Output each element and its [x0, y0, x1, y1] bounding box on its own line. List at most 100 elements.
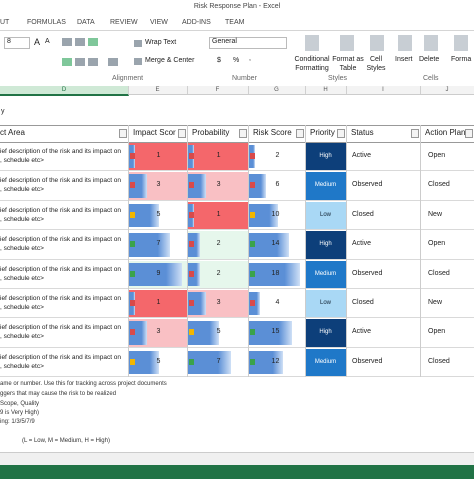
- styles-icon[interactable]: [370, 35, 384, 51]
- percent[interactable]: %: [233, 57, 240, 64]
- data-bar: [249, 233, 289, 257]
- cell-value: 1: [216, 210, 221, 218]
- align-icon[interactable]: [62, 58, 72, 66]
- insert-icon[interactable]: [398, 35, 412, 51]
- ribbon-tab[interactable]: REVIEW: [110, 19, 138, 26]
- format-as-table[interactable]: Format as: [332, 56, 364, 63]
- priority-cell: High: [305, 319, 346, 347]
- cell-value: 18: [271, 269, 280, 277]
- currency[interactable]: $: [217, 57, 221, 64]
- conditional-formatting[interactable]: Formatting: [295, 65, 329, 72]
- filter-button[interactable]: [337, 129, 345, 138]
- column-line: [187, 125, 188, 378]
- cell-value: 1: [216, 152, 221, 159]
- icon: [189, 211, 194, 218]
- icon: [189, 300, 194, 306]
- column-header[interactable]: G: [248, 86, 306, 94]
- number-format: General: [212, 38, 237, 45]
- icon: [189, 241, 194, 248]
- comma[interactable]: ,: [249, 55, 251, 62]
- filter-button[interactable]: [296, 129, 304, 138]
- grow-font[interactable]: A: [34, 37, 41, 47]
- header-row: [0, 125, 474, 143]
- format-as-table[interactable]: Table: [339, 65, 357, 72]
- column-line: [248, 125, 249, 378]
- cell-value: 3: [216, 181, 221, 189]
- ribbon-tab[interactable]: VIEW: [150, 19, 168, 26]
- cell-value: 7: [156, 240, 161, 248]
- column-header[interactable]: D: [0, 86, 129, 96]
- cell-value: 1: [156, 152, 161, 159]
- merge-center[interactable]: Merge & Center: [145, 57, 195, 64]
- description: , schedule etc>: [0, 304, 44, 311]
- column-header[interactable]: I: [346, 86, 421, 94]
- align-icon[interactable]: [75, 58, 85, 66]
- cell-value: 3: [156, 328, 161, 336]
- status: Active: [352, 152, 372, 159]
- ribbon-tab[interactable]: DATA: [77, 19, 95, 26]
- table-icon[interactable]: [340, 35, 354, 51]
- icon: [189, 270, 194, 277]
- status: Observed: [352, 269, 383, 277]
- status: Closed: [352, 299, 374, 306]
- column-header[interactable]: F: [187, 86, 249, 94]
- ribbon-tab[interactable]: ADD-INS: [182, 19, 211, 26]
- align-icon[interactable]: [62, 38, 72, 46]
- wrap-icon[interactable]: [134, 40, 142, 47]
- indent-icon[interactable]: [108, 58, 118, 66]
- ribbon-tab[interactable]: TEAM: [225, 19, 245, 26]
- conditional-formatting[interactable]: Conditional: [294, 56, 330, 63]
- format-icon[interactable]: [454, 35, 468, 51]
- align-icon[interactable]: [88, 58, 98, 66]
- description: , schedule etc>: [0, 245, 44, 253]
- delete[interactable]: Delete: [419, 56, 440, 63]
- cell-styles[interactable]: Cell: [369, 56, 383, 63]
- format[interactable]: Forma: [451, 56, 472, 63]
- column-header[interactable]: H: [305, 86, 347, 94]
- icon: [250, 182, 255, 189]
- priority-cell: Medium: [305, 172, 346, 200]
- data-bar: [249, 203, 278, 228]
- header-cell: Status: [351, 128, 374, 137]
- priority-cell: Medium: [305, 260, 346, 288]
- ribbon-tab[interactable]: UT: [0, 19, 10, 26]
- conditional-icon[interactable]: [305, 35, 319, 51]
- column-line: [346, 125, 347, 378]
- cell-styles[interactable]: Styles: [366, 65, 386, 72]
- header-cell: Priority: [310, 128, 335, 137]
- action-plan: Open: [428, 240, 446, 248]
- header-cell: Risk Score: [253, 128, 292, 137]
- icon: [130, 358, 135, 365]
- cell-value: 7: [216, 357, 221, 365]
- align-icon[interactable]: [88, 38, 98, 46]
- filter-button[interactable]: [465, 129, 473, 138]
- font-size: 8: [7, 38, 11, 45]
- number-format-box[interactable]: [209, 37, 287, 49]
- filter-button[interactable]: [119, 129, 127, 138]
- icon: [250, 300, 255, 306]
- cell-bg: [128, 143, 187, 171]
- icon: [189, 329, 194, 336]
- description: , schedule etc>: [0, 333, 44, 341]
- filter-button[interactable]: [239, 129, 247, 138]
- data-bar: [129, 203, 159, 228]
- column-header[interactable]: J: [420, 86, 474, 94]
- filter-button[interactable]: [178, 129, 186, 138]
- ribbon-tab[interactable]: FORMULAS: [27, 19, 66, 26]
- delete-icon[interactable]: [424, 35, 438, 51]
- description: ief description of the risk and its impa…: [0, 236, 122, 244]
- column-header[interactable]: E: [128, 86, 188, 94]
- description: ief description of the risk and its impa…: [0, 148, 122, 155]
- filter-button[interactable]: [411, 129, 419, 138]
- insert[interactable]: Insert: [395, 56, 413, 63]
- merge-icon[interactable]: [134, 58, 142, 65]
- align-icon[interactable]: [75, 38, 85, 46]
- group-label: Cells: [423, 75, 439, 82]
- wrap-text[interactable]: Wrap Text: [145, 39, 177, 46]
- row-border: [0, 199, 474, 201]
- shrink-font[interactable]: A: [45, 38, 50, 45]
- font-size-box[interactable]: [4, 37, 30, 49]
- icon: [130, 300, 135, 306]
- cell-value: 14: [271, 240, 280, 248]
- status: Closed: [352, 210, 374, 218]
